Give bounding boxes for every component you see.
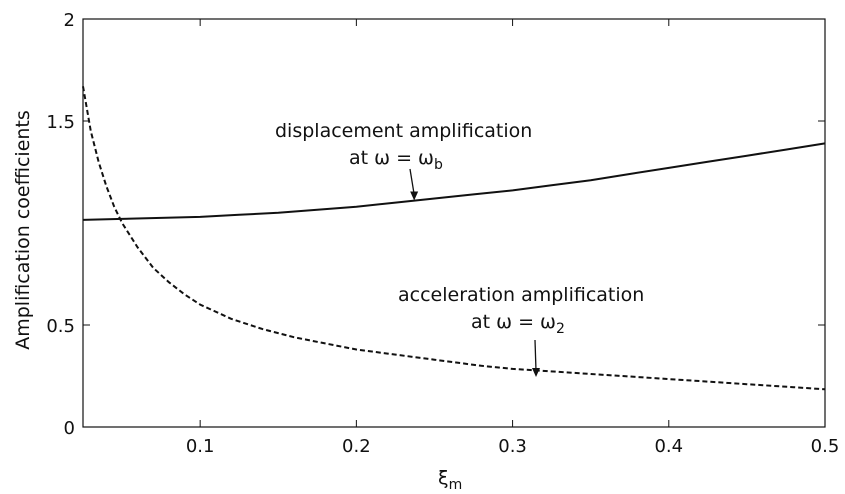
y-tick-label: 0.5 — [46, 316, 75, 337]
x-tick-label: 0.3 — [498, 436, 527, 457]
x-tick-label: 0.4 — [654, 436, 683, 457]
y-tick-label: 1.5 — [46, 112, 75, 133]
series-line-displacement — [82, 142, 826, 221]
axis-ticks — [83, 18, 826, 428]
y-axis-label: Amplification coefficients — [12, 110, 34, 350]
annotation-arrow — [409, 168, 415, 195]
annotation-arrow — [534, 339, 537, 372]
x-tick-label: 0.1 — [186, 436, 215, 457]
svg-text:at ω = ω2: at ω = ω2 — [471, 311, 565, 337]
x-tick-label: 0.2 — [342, 436, 371, 457]
annotation-acceleration: acceleration amplification at ω = ω2 — [398, 284, 644, 378]
annotation-displacement: displacement amplification at ω = ωb — [275, 120, 532, 201]
y-tick-label: 0 — [64, 418, 75, 439]
series-line-acceleration — [82, 86, 826, 391]
x-axis-label: ξm — [438, 467, 462, 493]
x-tick-label: 0.5 — [811, 436, 840, 457]
axis-tick-labels: 0.1 0.2 0.3 0.4 0.5 0 0.5 1.5 2 — [46, 10, 839, 457]
annotation-arrowhead — [532, 368, 541, 378]
y-tick-label: 2 — [64, 10, 75, 31]
plot-frame — [82, 18, 826, 428]
svg-text:at ω = ωb: at ω = ωb — [349, 147, 443, 173]
svg-text:acceleration amplification: acceleration amplification — [398, 284, 644, 306]
annotation-arrowhead — [410, 191, 419, 201]
series-layer — [82, 86, 826, 391]
svg-text:displacement amplification: displacement amplification — [275, 120, 532, 142]
